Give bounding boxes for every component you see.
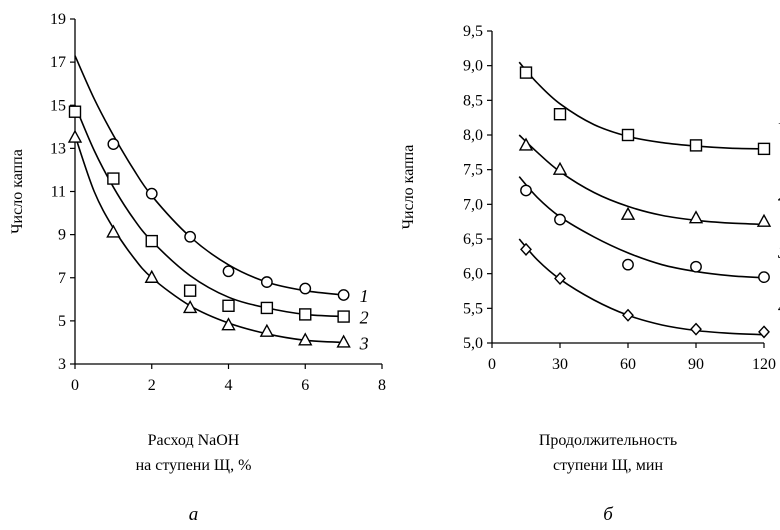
x-tick-label: 6 — [301, 377, 309, 394]
y-tick-label: 8,5 — [463, 92, 483, 109]
data-point-series-2 — [145, 234, 158, 248]
data-point-series-2 — [107, 172, 120, 185]
y-tick-label: 5 — [58, 313, 66, 330]
data-point-series-3 — [182, 299, 198, 314]
data-point-series-3 — [298, 332, 313, 346]
data-point-series-2 — [620, 206, 636, 220]
x-axis-label: Расход NaOH — [148, 432, 240, 449]
data-point-series-1 — [260, 276, 273, 288]
x-tick-label: 60 — [620, 356, 636, 373]
y-axis-label: Число каппа — [9, 149, 26, 234]
data-point-series-2 — [552, 161, 568, 175]
y-tick-label: 5,5 — [463, 300, 483, 317]
y-tick-label: 9,5 — [463, 23, 483, 40]
x-tick-label: 2 — [148, 377, 156, 394]
data-point-series-1 — [553, 107, 567, 121]
data-point-series-2 — [299, 308, 312, 321]
y-tick-label: 7 — [58, 270, 66, 287]
x-axis-label: Продолжительность — [539, 432, 677, 449]
x-axis-label: ступени Щ, мин — [553, 457, 664, 474]
x-tick-label: 120 — [752, 356, 776, 373]
data-point-series-3 — [554, 213, 566, 226]
fit-curve-3 — [518, 176, 765, 279]
fit-curve-2 — [518, 134, 765, 226]
curve-number-label: 3 — [777, 242, 780, 262]
data-point-series-2 — [183, 284, 197, 297]
curve-number-label: 1 — [360, 286, 369, 306]
curve-number-label: 2 — [360, 308, 369, 328]
y-tick-label: 11 — [51, 184, 66, 201]
data-point-series-1 — [107, 138, 120, 150]
data-point-series-4 — [622, 308, 634, 322]
y-tick-label: 7,5 — [463, 162, 483, 179]
x-tick-label: 0 — [488, 356, 496, 373]
y-tick-label: 6,0 — [463, 266, 483, 283]
data-point-series-3 — [520, 184, 532, 197]
data-point-series-4 — [520, 242, 532, 256]
data-point-series-1 — [621, 128, 635, 142]
y-tick-label: 9 — [58, 227, 66, 244]
fit-curve-4 — [518, 238, 765, 336]
data-point-series-4 — [554, 271, 566, 286]
y-tick-label: 3 — [58, 356, 66, 373]
data-point-series-3 — [758, 271, 770, 284]
data-point-series-1 — [337, 289, 350, 301]
fit-curve-3 — [74, 135, 344, 344]
data-point-series-1 — [145, 187, 158, 200]
data-point-series-2 — [756, 213, 772, 227]
curve-number-label: 1 — [778, 108, 780, 128]
data-point-series-1 — [184, 230, 197, 243]
fit-curve-1 — [518, 61, 765, 150]
x-tick-label: 30 — [552, 356, 568, 373]
data-point-series-3 — [622, 258, 634, 271]
y-tick-label: 6,5 — [463, 231, 483, 248]
data-point-series-3 — [221, 317, 236, 331]
y-tick-label: 13 — [50, 140, 66, 157]
curve-number-label: 4 — [778, 297, 780, 317]
y-tick-label: 15 — [50, 97, 66, 114]
data-point-series-4 — [758, 325, 770, 339]
x-axis-label: на ступени Щ, % — [136, 457, 252, 474]
fit-curve-2 — [74, 104, 344, 318]
curve-number-label: 2 — [778, 185, 780, 205]
fit-curve-1 — [74, 55, 344, 296]
data-point-series-3 — [336, 334, 351, 348]
data-point-series-2 — [222, 299, 235, 312]
y-tick-label: 17 — [50, 54, 66, 71]
data-point-series-2 — [688, 210, 704, 224]
data-point-series-3 — [259, 323, 275, 337]
data-point-series-3 — [690, 260, 702, 273]
data-point-series-3 — [106, 224, 121, 238]
panel-label: а — [189, 504, 199, 525]
data-point-series-1 — [299, 282, 312, 295]
y-tick-label: 5,0 — [463, 335, 483, 352]
data-point-series-1 — [519, 66, 533, 79]
curve-number-label: 3 — [359, 333, 369, 353]
y-axis-label: Число каппа — [400, 145, 417, 230]
data-point-series-4 — [690, 322, 702, 336]
y-tick-label: 7,0 — [463, 196, 483, 213]
data-point-series-1 — [689, 139, 703, 152]
data-point-series-2 — [518, 137, 534, 151]
data-point-series-1 — [757, 142, 771, 156]
x-tick-label: 4 — [225, 377, 233, 394]
x-tick-label: 90 — [688, 356, 704, 373]
x-tick-label: 0 — [71, 377, 79, 394]
x-tick-label: 8 — [378, 377, 386, 394]
chart-panel-b: 5,0 5,5 6,0 6,5 7,0 7,5 8,0 8,5 9,0 9,5 0 30 60 90 120… — [400, 23, 780, 525]
data-point-series-2 — [68, 105, 82, 118]
data-point-series-3 — [144, 269, 159, 283]
y-tick-label: 8,0 — [463, 127, 483, 144]
panel-label: б — [603, 504, 614, 525]
data-point-series-3 — [67, 129, 83, 143]
data-point-series-2 — [260, 301, 274, 315]
data-point-series-1 — [222, 265, 235, 278]
data-point-series-2 — [337, 310, 350, 323]
y-tick-label: 19 — [50, 11, 66, 28]
y-tick-label: 9,0 — [463, 58, 483, 75]
